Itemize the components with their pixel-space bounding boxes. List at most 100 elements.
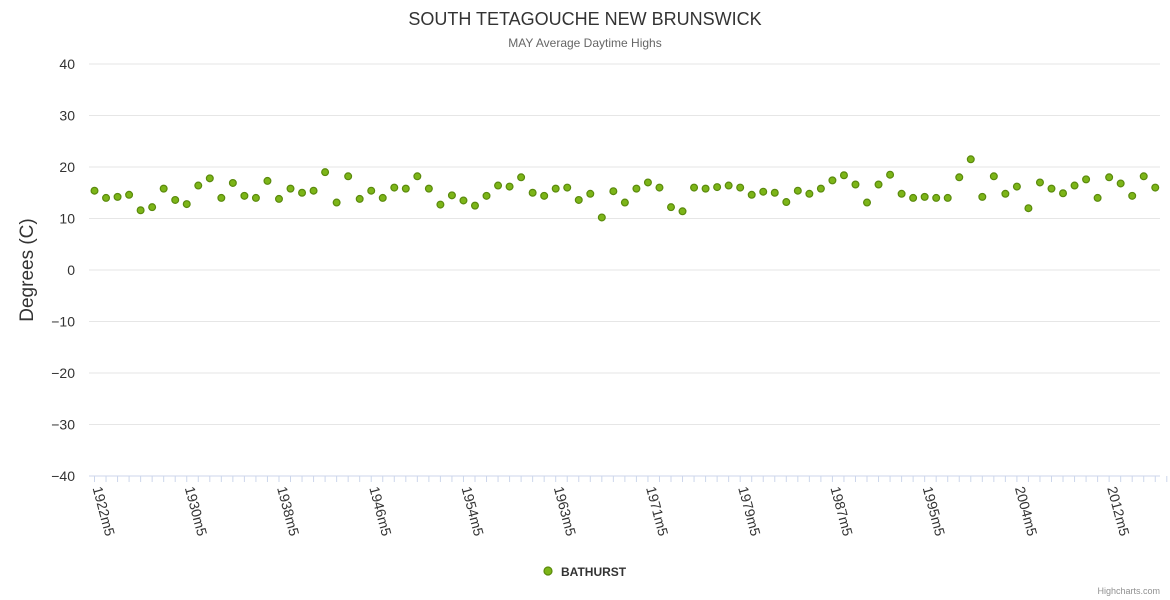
data-point[interactable] [401, 184, 410, 193]
data-point[interactable] [978, 192, 987, 201]
data-point[interactable] [1024, 204, 1033, 213]
data-point[interactable] [378, 193, 387, 202]
data-point[interactable] [920, 192, 929, 201]
data-point[interactable] [782, 198, 791, 207]
data-point[interactable] [1035, 178, 1044, 187]
data-point[interactable] [909, 193, 918, 202]
data-point[interactable] [839, 171, 848, 180]
data-point[interactable] [540, 191, 549, 200]
data-point[interactable] [125, 190, 134, 199]
data-point[interactable] [932, 193, 941, 202]
data-point[interactable] [1139, 172, 1148, 181]
data-point[interactable] [482, 191, 491, 200]
data-point[interactable] [563, 183, 572, 192]
data-point[interactable] [678, 207, 687, 216]
data-point[interactable] [989, 172, 998, 181]
data-point[interactable] [171, 195, 180, 204]
data-point[interactable] [298, 188, 307, 197]
data-point[interactable] [505, 182, 514, 191]
legend-item-bathurst[interactable]: BATHURST [561, 565, 627, 579]
data-point[interactable] [517, 173, 526, 182]
data-point[interactable] [113, 192, 122, 201]
data-point[interactable] [816, 184, 825, 193]
data-point[interactable] [736, 183, 745, 192]
data-point[interactable] [148, 203, 157, 212]
data-point[interactable] [609, 187, 618, 196]
data-point[interactable] [1082, 175, 1091, 184]
x-tick-label: 1963m5 [551, 485, 580, 538]
x-tick-label: 2012m5 [1104, 485, 1133, 538]
data-point[interactable] [1128, 191, 1137, 200]
data-point[interactable] [805, 189, 814, 198]
legend[interactable]: BATHURST [543, 565, 627, 579]
data-point[interactable] [159, 184, 168, 193]
data-point[interactable] [897, 189, 906, 198]
data-point[interactable] [690, 183, 699, 192]
data-point[interactable] [102, 193, 111, 202]
data-point[interactable] [955, 173, 964, 182]
data-point[interactable] [436, 200, 445, 209]
data-point[interactable] [494, 181, 503, 190]
data-point[interactable] [309, 186, 318, 195]
data-point[interactable] [793, 186, 802, 195]
data-points[interactable] [90, 155, 1160, 222]
data-point[interactable] [332, 198, 341, 207]
data-point[interactable] [182, 200, 191, 209]
data-point[interactable] [632, 184, 641, 193]
data-point[interactable] [286, 184, 295, 193]
data-point[interactable] [943, 193, 952, 202]
data-point[interactable] [528, 188, 537, 197]
data-point[interactable] [355, 194, 364, 203]
data-point[interactable] [1012, 182, 1021, 191]
data-point[interactable] [217, 193, 226, 202]
data-point[interactable] [263, 176, 272, 185]
data-point[interactable] [228, 178, 237, 187]
data-point[interactable] [828, 176, 837, 185]
data-point[interactable] [1105, 173, 1114, 182]
data-point[interactable] [1001, 189, 1010, 198]
data-point[interactable] [643, 178, 652, 187]
data-point[interactable] [770, 188, 779, 197]
data-point[interactable] [701, 184, 710, 193]
data-point[interactable] [90, 186, 99, 195]
x-tick-label: 1946m5 [366, 485, 395, 538]
data-point[interactable] [886, 170, 895, 179]
data-point[interactable] [724, 181, 733, 190]
data-point[interactable] [274, 194, 283, 203]
data-point[interactable] [413, 172, 422, 181]
data-point[interactable] [620, 198, 629, 207]
data-point[interactable] [367, 186, 376, 195]
data-point[interactable] [966, 155, 975, 164]
data-point[interactable] [447, 191, 456, 200]
data-point[interactable] [240, 191, 249, 200]
data-point[interactable] [597, 213, 606, 222]
data-point[interactable] [136, 206, 145, 215]
data-point[interactable] [863, 198, 872, 207]
data-point[interactable] [1116, 179, 1125, 188]
credits-link[interactable]: Highcharts.com [1097, 586, 1160, 596]
data-point[interactable] [1047, 184, 1056, 193]
data-point[interactable] [459, 196, 468, 205]
data-point[interactable] [874, 180, 883, 189]
data-point[interactable] [424, 184, 433, 193]
data-point[interactable] [574, 195, 583, 204]
data-point[interactable] [321, 168, 330, 177]
data-point[interactable] [851, 180, 860, 189]
data-point[interactable] [1070, 181, 1079, 190]
data-point[interactable] [586, 189, 595, 198]
data-point[interactable] [713, 183, 722, 192]
data-point[interactable] [390, 183, 399, 192]
data-point[interactable] [551, 184, 560, 193]
data-point[interactable] [747, 190, 756, 199]
data-point[interactable] [205, 174, 214, 183]
data-point[interactable] [251, 193, 260, 202]
data-point[interactable] [666, 203, 675, 212]
data-point[interactable] [470, 201, 479, 210]
data-point[interactable] [344, 172, 353, 181]
data-point[interactable] [759, 187, 768, 196]
data-point[interactable] [655, 183, 664, 192]
data-point[interactable] [1059, 189, 1068, 198]
data-point[interactable] [194, 181, 203, 190]
data-point[interactable] [1093, 193, 1102, 202]
data-point[interactable] [1151, 183, 1160, 192]
